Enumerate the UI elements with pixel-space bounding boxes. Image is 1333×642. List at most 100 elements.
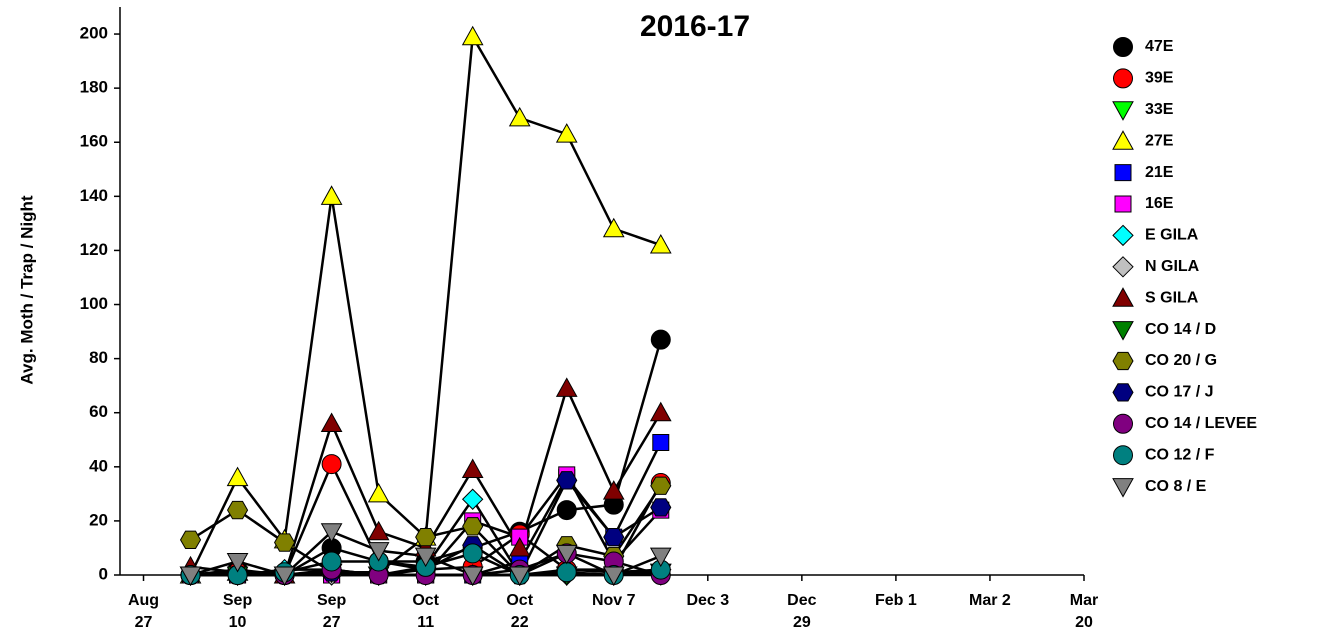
marker	[274, 533, 296, 552]
marker	[556, 471, 578, 490]
marker	[226, 552, 249, 573]
marker	[461, 488, 484, 510]
marker	[649, 401, 672, 422]
marker	[602, 566, 625, 587]
marker	[649, 547, 672, 568]
legend-marker	[1114, 195, 1132, 213]
marker	[320, 185, 343, 205]
marker	[508, 106, 531, 127]
y-tick-label: 40	[89, 456, 108, 475]
marker	[556, 562, 577, 583]
legend-label: 39E	[1145, 70, 1174, 87]
legend-marker	[1113, 445, 1133, 466]
marker	[602, 217, 625, 238]
legend-marker	[1112, 287, 1134, 307]
x-tick-label: Dec 29	[787, 592, 817, 631]
y-tick-label: 160	[80, 132, 108, 151]
marker	[179, 566, 202, 587]
marker	[649, 233, 672, 254]
x-tick-label: Sep 10	[222, 592, 253, 631]
marker	[321, 454, 342, 475]
y-tick-label: 140	[80, 186, 108, 205]
marker	[320, 412, 343, 433]
chart-title: 2016-17	[640, 10, 750, 43]
marker	[273, 566, 296, 587]
marker	[508, 566, 531, 587]
legend-marker	[1112, 351, 1134, 371]
marker	[508, 536, 531, 557]
marker	[226, 466, 249, 487]
marker	[367, 542, 390, 562]
marker	[226, 500, 249, 520]
marker	[603, 527, 625, 547]
legend-label: 16E	[1145, 195, 1174, 212]
y-tick-label: 20	[89, 510, 108, 529]
marker	[555, 123, 578, 143]
legend-label: S GILA	[1145, 289, 1199, 306]
y-tick-label: 180	[80, 78, 108, 97]
legend-marker	[1112, 101, 1134, 121]
series-line	[189, 32, 662, 576]
marker	[414, 547, 437, 568]
legend-label: 27E	[1145, 132, 1174, 149]
x-tick-label: Nov 7	[591, 592, 636, 609]
legend-marker	[1112, 256, 1134, 278]
legend-label: 47E	[1145, 38, 1174, 55]
x-tick-label: Aug 27	[127, 592, 160, 631]
legend-marker	[1112, 130, 1134, 150]
marker	[652, 433, 670, 451]
legend-marker	[1112, 224, 1134, 247]
marker	[367, 482, 390, 503]
marker	[602, 480, 625, 500]
marker	[179, 530, 202, 549]
marker	[461, 566, 484, 587]
legend-label: CO 14 / D	[1145, 321, 1216, 338]
legend-label: N GILA	[1145, 258, 1200, 275]
marker	[461, 458, 484, 479]
x-tick-label: Sep 27	[316, 592, 347, 631]
marker	[556, 500, 577, 521]
legend-label: E GILA	[1145, 227, 1199, 244]
marker	[320, 523, 343, 543]
x-tick-label: Mar 2	[969, 592, 1011, 609]
legend-marker	[1113, 37, 1133, 57]
marker	[462, 517, 484, 536]
marker	[650, 476, 672, 495]
legend-marker	[1113, 413, 1133, 434]
legend-label: CO 8 / E	[1145, 478, 1207, 495]
legend-marker	[1112, 383, 1134, 402]
marker	[555, 544, 578, 565]
legend-label: CO 14 / LEVEE	[1145, 415, 1257, 432]
y-tick-label: 80	[89, 348, 108, 367]
legend-marker	[1113, 68, 1133, 89]
y-tick-label: 100	[80, 294, 108, 313]
legend-marker	[1112, 321, 1134, 341]
marker	[321, 551, 342, 572]
y-tick-label: 200	[80, 24, 108, 43]
y-tick-label: 120	[80, 240, 108, 259]
legend-label: CO 17 / J	[1145, 384, 1213, 401]
y-tick-label: 60	[89, 402, 108, 421]
legend-label: 21E	[1145, 164, 1174, 181]
marker	[367, 520, 390, 541]
legend-label: CO 20 / G	[1145, 352, 1217, 369]
legend-marker	[1114, 164, 1132, 182]
y-tick-label: 0	[99, 564, 108, 583]
x-tick-label: Oct 11	[412, 592, 439, 631]
marker	[650, 329, 671, 350]
x-tick-label: Mar 20	[1069, 592, 1099, 631]
y-axis-label: Avg. Moth / Trap / Night	[17, 195, 36, 385]
marker	[461, 25, 484, 46]
x-tick-label: Dec 3	[686, 592, 730, 609]
marker	[415, 527, 437, 547]
x-tick-label: Oct 22	[506, 592, 534, 631]
x-tick-label: Feb 1	[874, 592, 917, 609]
legend-label: CO 12 / F	[1145, 446, 1215, 463]
marker	[462, 543, 483, 564]
marker	[555, 377, 578, 397]
legend-label: 33E	[1145, 101, 1174, 118]
marker	[650, 498, 672, 517]
legend-marker	[1112, 478, 1134, 498]
